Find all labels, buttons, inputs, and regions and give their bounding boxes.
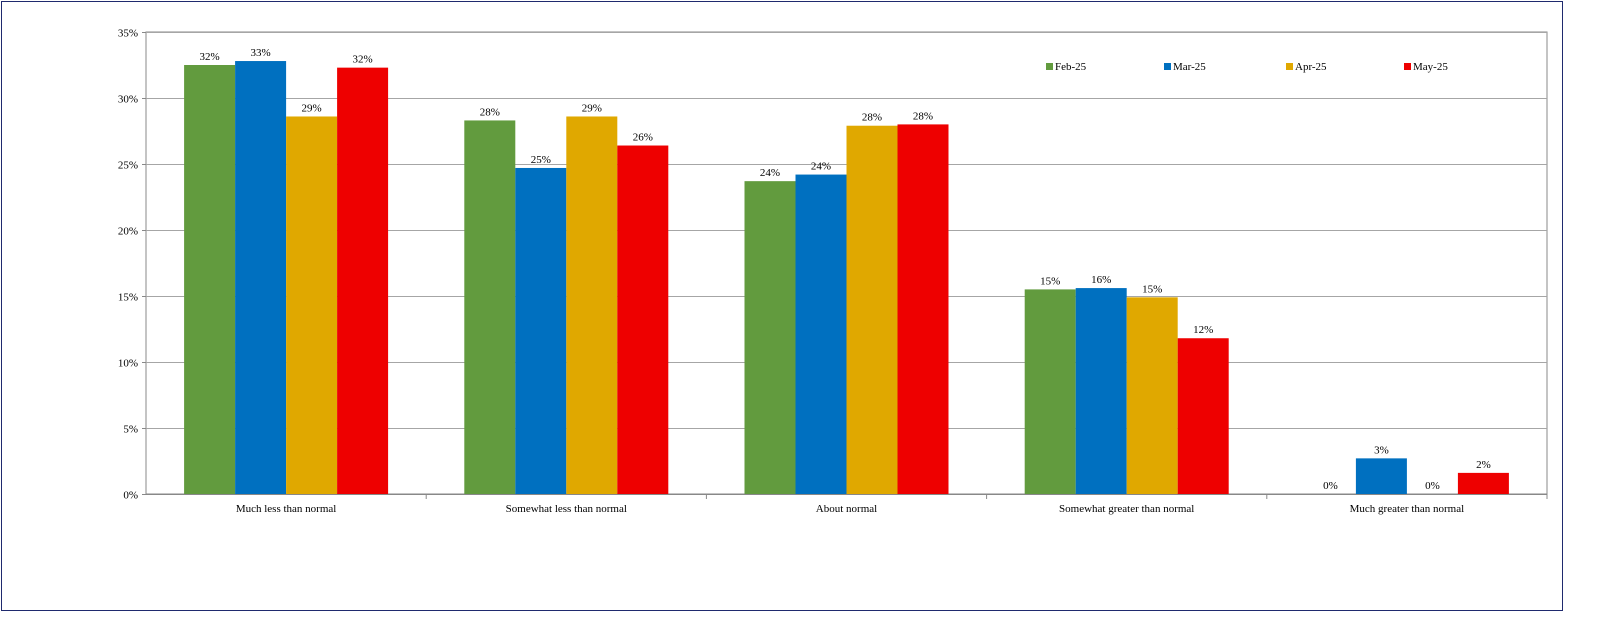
- x-tick-label: Much less than normal: [236, 503, 337, 515]
- data-label: 15%: [1040, 275, 1060, 287]
- data-label: 29%: [582, 102, 602, 114]
- x-tick-label: Somewhat less than normal: [506, 503, 627, 515]
- y-tick-label: 25%: [118, 160, 138, 172]
- data-label: 0%: [1425, 480, 1440, 492]
- bar-feb-25: [1024, 289, 1076, 494]
- y-tick-label: 15%: [118, 292, 138, 304]
- bar-feb-25: [464, 120, 516, 494]
- bar-feb-25: [184, 65, 236, 494]
- legend-swatch-feb-25: [1046, 63, 1053, 70]
- data-label: 16%: [1091, 274, 1111, 286]
- data-label: 24%: [811, 161, 831, 173]
- bar-mar-25: [1355, 458, 1407, 494]
- legend-swatch-apr-25: [1286, 63, 1293, 70]
- data-label: 24%: [760, 167, 780, 179]
- bar-may-25: [1177, 338, 1229, 494]
- legend-swatch-mar-25: [1164, 63, 1171, 70]
- data-label: 26%: [633, 132, 653, 144]
- x-tick-label: About normal: [816, 503, 877, 515]
- legend-label: Mar-25: [1173, 61, 1206, 73]
- legend-label: May-25: [1413, 61, 1448, 73]
- legend-swatch-may-25: [1404, 63, 1411, 70]
- bar-may-25: [617, 145, 669, 494]
- bar-apr-25: [286, 116, 338, 494]
- bar-mar-25: [795, 174, 847, 494]
- bar-apr-25: [1126, 297, 1178, 494]
- data-label: 29%: [302, 102, 322, 114]
- data-label: 28%: [913, 110, 933, 122]
- y-tick-label: 0%: [123, 490, 138, 502]
- y-tick-label: 20%: [118, 226, 138, 238]
- x-tick-label: Much greater than normal: [1350, 503, 1465, 515]
- legend-label: Feb-25: [1055, 61, 1087, 73]
- data-label: 3%: [1374, 444, 1389, 456]
- bar-apr-25: [846, 125, 898, 494]
- bar-may-25: [897, 124, 949, 495]
- data-label: 2%: [1476, 459, 1491, 471]
- y-tick-label: 30%: [118, 94, 138, 106]
- data-label: 32%: [200, 51, 220, 63]
- data-label: 12%: [1193, 324, 1213, 336]
- data-label: 28%: [862, 112, 882, 124]
- data-label: 33%: [251, 47, 271, 59]
- data-label: 32%: [353, 54, 373, 66]
- y-tick-label: 35%: [118, 28, 138, 40]
- data-label: 25%: [531, 154, 551, 166]
- data-label: 28%: [480, 106, 500, 118]
- data-label: 0%: [1323, 480, 1338, 492]
- x-tick-label: Somewhat greater than normal: [1059, 503, 1194, 515]
- bar-mar-25: [235, 61, 287, 494]
- y-tick-label: 5%: [123, 424, 138, 436]
- bar-feb-25: [744, 181, 796, 494]
- chart-frame: [1, 1, 1563, 611]
- bar-may-25: [337, 67, 389, 494]
- bar-mar-25: [1075, 288, 1127, 494]
- bar-may-25: [1457, 472, 1509, 494]
- bar-mar-25: [515, 167, 567, 494]
- bar-apr-25: [566, 116, 618, 494]
- legend-label: Apr-25: [1295, 61, 1327, 73]
- data-label: 15%: [1142, 283, 1162, 295]
- y-tick-label: 10%: [118, 358, 138, 370]
